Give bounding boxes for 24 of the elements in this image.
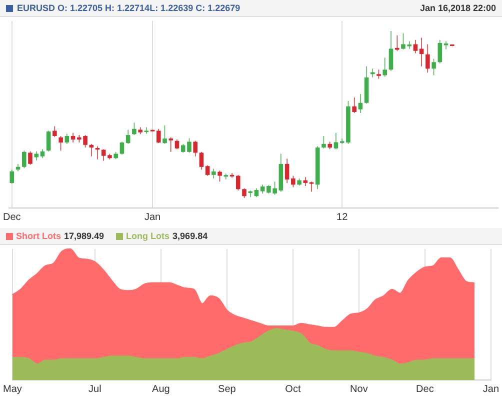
candlestick [224, 174, 228, 180]
text: 3,969.84 [172, 231, 208, 241]
chart-title: EURUSD O: 1.22705 H: 1.22714L: 1.22639 C: 1.22679 [17, 3, 240, 13]
x-tick-label: Jul [88, 384, 102, 395]
chart-subtitle: Jan 16,2018 22:00 [420, 3, 496, 13]
x-tick-label: Aug [152, 384, 170, 395]
candlestick [144, 127, 149, 134]
x-tick-label: Jan [144, 212, 161, 223]
candlestick [419, 38, 424, 66]
legend-label: Long Lots [126, 231, 170, 241]
candlestick [95, 146, 100, 160]
candlestick [382, 58, 388, 77]
text: 17,989.49 [64, 231, 104, 241]
legend-label: Short Lots [16, 231, 61, 241]
candlestick [230, 173, 234, 178]
x-tick-label: Nov [350, 384, 368, 395]
x-tick-label: Oct [285, 384, 301, 395]
x-tick-label: May [2, 384, 22, 395]
x-tick-label: Jan [482, 384, 499, 395]
x-tick-label: 12 [336, 212, 348, 223]
x-tick-label: Dec [3, 212, 21, 223]
x-tick-label: Sep [218, 384, 236, 395]
x-tick-label: Dec [416, 384, 434, 395]
candlestick [309, 182, 314, 192]
